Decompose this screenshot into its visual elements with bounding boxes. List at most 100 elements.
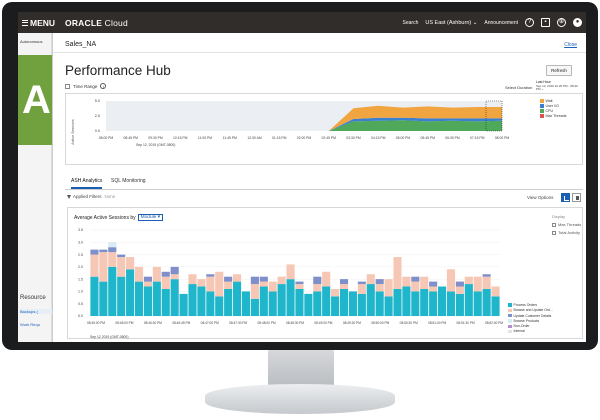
ash-bar-segment[interactable] [375,291,384,316]
ash-bar-segment[interactable] [322,286,331,316]
chat-icon[interactable]: ▪ [541,18,550,27]
ash-bar-segment[interactable] [143,286,152,316]
ash-bar-segment[interactable] [331,288,340,297]
time-range-chart[interactable]: Active Sessions 5.0 2.5 0.0 08:00 PM 08:45 … [65,93,583,165]
dimension-select[interactable]: Module ▾ [137,214,164,221]
ash-bar-segment[interactable] [224,276,233,282]
legend-item-maxthreads[interactable]: Max Threads [540,114,566,119]
ash-bar-segment[interactable] [90,249,99,255]
ash-bar-segment[interactable] [455,293,464,316]
ash-bar-segment[interactable] [375,279,384,285]
ash-bar-segment[interactable] [233,281,242,316]
ash-bar-segment[interactable] [491,286,500,297]
work-requests-link[interactable]: Work Requ [20,322,40,327]
ash-bar-segment[interactable] [170,274,179,280]
ash-bar-segment[interactable] [161,276,170,289]
ash-bar-segment[interactable] [99,249,108,253]
ash-bar-segment[interactable] [384,279,393,297]
ash-bar-segment[interactable] [259,286,268,316]
ash-bar-segment[interactable] [295,284,304,289]
ash-bar-segment[interactable] [108,252,117,267]
total-activity-toggle[interactable]: Total Activity [552,230,580,235]
ash-bar-segment[interactable] [473,291,482,316]
ash-bar-segment[interactable] [259,276,268,282]
ash-bar-segment[interactable] [411,276,420,282]
tab-ash-analytics[interactable]: ASH Analytics [71,178,103,189]
legend-item-update-customer[interactable]: Update Customer Details [508,314,553,319]
ash-bar-segment[interactable] [322,271,331,287]
ash-bar-segment[interactable] [313,291,322,316]
ash-bar-segment[interactable] [313,276,322,285]
ash-bar-segment[interactable] [233,274,242,282]
ash-bar-segment[interactable] [197,279,206,287]
ash-bar-segment[interactable] [375,284,384,292]
ash-bar-segment[interactable] [250,298,259,316]
ash-bar-segment[interactable] [250,284,259,299]
ash-bar-segment[interactable] [357,281,366,285]
ash-bar-segment[interactable] [90,276,99,316]
ash-bar-segment[interactable] [331,296,340,316]
ash-bar-segment[interactable] [411,281,420,292]
ash-bar-segment[interactable] [366,284,375,316]
ash-bar-segment[interactable] [206,274,215,277]
refresh-button[interactable]: Refresh [546,65,572,76]
search-link[interactable]: Search [402,19,419,26]
ash-bar-segment[interactable] [108,247,117,253]
ash-bar-segment[interactable] [339,284,349,289]
ash-bar-segment[interactable] [99,252,108,282]
time-range-checkbox[interactable] [65,83,70,89]
ash-bar-segment[interactable] [402,286,411,316]
ash-bar-segment[interactable] [357,293,366,316]
ash-bar-segment[interactable] [420,276,429,289]
ash-bar-segment[interactable] [277,276,286,285]
legend-item-browse-products[interactable]: Browse Products [508,319,553,324]
ash-bar-segment[interactable] [464,276,473,285]
ash-bar-segment[interactable] [402,276,411,287]
table-view-button[interactable] [572,193,581,202]
ash-bar-segment[interactable] [126,269,135,316]
ash-bar-segment[interactable] [286,279,295,316]
profile-icon[interactable]: ● [573,18,582,27]
ash-bar-segment[interactable] [482,276,491,289]
ash-bar-segment[interactable] [117,254,126,258]
ash-bar-segment[interactable] [117,257,126,277]
ash-bar-segment[interactable] [482,274,491,277]
ash-bar-segment[interactable] [295,281,304,285]
ash-bar-segment[interactable] [339,288,349,316]
ash-bar-segment[interactable] [357,284,366,294]
ash-bar-segment[interactable] [473,276,482,292]
ash-bar-segment[interactable] [108,266,117,316]
ash-bar-segment[interactable] [179,293,188,316]
ash-bar-segment[interactable] [134,281,144,316]
ash-bar-segment[interactable] [108,242,117,248]
info-icon[interactable]: i [100,83,107,89]
ash-bar-segment[interactable] [339,279,349,285]
legend-item-internal[interactable]: Internal [508,329,553,334]
ash-bar-segment[interactable] [313,284,322,292]
tab-sql-monitoring[interactable]: SQL Monitoring [111,178,146,184]
ash-bar-segment[interactable] [482,288,491,316]
ash-bar-segment[interactable] [455,281,464,287]
ash-bar-segment[interactable] [126,257,135,270]
ash-bar-segment[interactable] [250,276,259,285]
ash-bar-segment[interactable] [134,266,144,282]
ash-bar-segment[interactable] [143,276,152,282]
time-range-toggle[interactable]: Time Range i [65,83,107,89]
ash-bar-segment[interactable] [215,271,224,297]
ash-bar-segment[interactable] [161,288,170,316]
ash-bar-segment[interactable] [170,266,179,275]
ash-bar-segment[interactable] [188,284,197,316]
ash-bar-segment[interactable] [268,291,277,316]
ash-bar-segment[interactable] [464,284,473,316]
ash-bar-segment[interactable] [90,254,99,277]
ash-bar-segment[interactable] [438,286,447,316]
ash-bar-segment[interactable] [197,286,206,316]
ash-bar-segment[interactable] [384,296,393,316]
ash-bar-segment[interactable] [206,291,215,316]
ash-bar-segment[interactable] [304,293,313,316]
legend-item-userio[interactable]: User I/O [540,104,566,109]
ash-bar-segment[interactable] [429,291,438,316]
ash-bar-segment[interactable] [268,281,277,292]
ash-bar-segment[interactable] [277,284,286,316]
ash-bar-segment[interactable] [99,281,108,316]
